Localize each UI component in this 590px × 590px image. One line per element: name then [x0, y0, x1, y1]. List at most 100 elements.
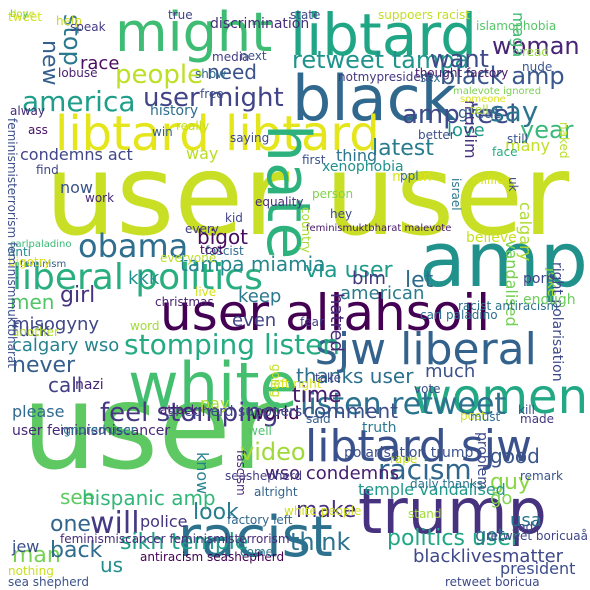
- cloud-word: tweet: [8, 10, 42, 24]
- cloud-word: libtard: [290, 1, 477, 69]
- cloud-word: equality: [255, 195, 304, 209]
- cloud-word: misogyny: [12, 314, 100, 335]
- cloud-word: good: [490, 444, 540, 468]
- cloud-word: black: [292, 62, 457, 135]
- cloud-word: uk: [506, 177, 520, 192]
- cloud-word: hatred: [326, 293, 347, 353]
- cloud-word: white: [128, 349, 298, 422]
- cloud-word: sad: [512, 520, 534, 534]
- cloud-word: alway: [10, 104, 45, 118]
- cloud-word: user: [22, 358, 280, 496]
- cloud-word: might: [115, 1, 273, 64]
- cloud-word: someone: [460, 94, 506, 105]
- cloud-word: nazi: [75, 377, 104, 393]
- cloud-word: shepherd suppoers: [168, 404, 303, 420]
- cloud-word: racist: [178, 505, 333, 570]
- cloud-word: left right: [270, 377, 322, 391]
- cloud-word: year: [520, 116, 574, 144]
- cloud-word: come: [240, 545, 274, 559]
- cloud-word: remark: [520, 469, 563, 483]
- cloud-word: via user: [305, 258, 393, 283]
- cloud-word: help: [56, 14, 82, 28]
- cloud-word: antiracism seashepherd: [140, 550, 285, 564]
- cloud-word: altright: [254, 485, 298, 499]
- cloud-word: israel: [449, 178, 463, 211]
- cloud-word: american: [340, 283, 425, 304]
- cloud-word: thanks user: [296, 364, 414, 388]
- cloud-word: media: [212, 50, 250, 64]
- cloud-word: fascist: [205, 244, 244, 258]
- cloud-word: even: [232, 310, 277, 331]
- cloud-word: word: [130, 319, 160, 333]
- cloud-word: libtard libtard: [55, 106, 380, 162]
- cloud-word: got: [475, 525, 505, 546]
- cloud-word: everyone: [160, 251, 217, 265]
- cloud-word: know: [193, 452, 212, 495]
- cloud-word: work: [85, 191, 115, 205]
- cloud-word: much: [425, 361, 476, 382]
- cloud-word: retweet boricua: [445, 575, 540, 589]
- cloud-word: face: [492, 145, 518, 159]
- cloud-word: ppl: [400, 169, 419, 183]
- cloud-word: fuck: [12, 320, 51, 341]
- cloud-word: believe: [466, 230, 517, 246]
- cloud-word: amp: [419, 215, 588, 304]
- cloud-word: great: [458, 103, 501, 122]
- cloud-word: tampa miamia: [180, 252, 326, 276]
- cloud-word: hey: [330, 207, 353, 221]
- cloud-word: vote: [414, 382, 441, 396]
- cloud-word: said: [306, 412, 331, 426]
- cloud-word: user user: [45, 131, 570, 261]
- cloud-word: anti: [8, 245, 31, 259]
- cloud-word: look: [193, 500, 239, 525]
- cloud-word: calgary wso: [12, 335, 120, 356]
- cloud-word: man: [12, 543, 61, 568]
- cloud-word: next: [240, 49, 267, 63]
- cloud-word: back: [50, 538, 103, 563]
- cloud-word: usa: [510, 510, 542, 531]
- cloud-word: go: [490, 488, 513, 509]
- cloud-word: feminismuktbharat malevote: [306, 223, 452, 234]
- cloud-word: bigotry: [8, 255, 51, 269]
- cloud-word: let: [405, 268, 434, 293]
- cloud-word: state: [290, 8, 321, 22]
- cloud-word: nude: [522, 60, 553, 74]
- cloud-word: sea shepherd: [8, 575, 89, 589]
- cloud-word: people: [115, 60, 204, 90]
- cloud-word: comment: [303, 399, 399, 423]
- cloud-word: going: [269, 364, 283, 398]
- cloud-word: bigot: [197, 225, 249, 249]
- cloud-word: call: [48, 373, 83, 397]
- cloud-word: think: [290, 528, 351, 556]
- cloud-word: need: [207, 60, 257, 84]
- cloud-word: racism: [378, 453, 472, 486]
- cloud-word: hispanic amp: [82, 486, 216, 510]
- cloud-word: black amp: [440, 62, 565, 90]
- cloud-word: better: [418, 128, 455, 142]
- cloud-word: first: [302, 153, 326, 167]
- cloud-word: lobuse: [58, 66, 98, 80]
- cloud-word: tcot: [200, 243, 224, 257]
- cloud-word: really: [176, 119, 210, 133]
- cloud-word: factory left: [227, 513, 293, 527]
- cloud-word: right polarisation: [549, 262, 565, 382]
- cloud-word: naked: [557, 122, 571, 159]
- cloud-word: feel stomping: [100, 398, 279, 428]
- cloud-word: another: [12, 325, 59, 339]
- cloud-word: new: [37, 40, 62, 86]
- cloud-word: seashepherd: [225, 469, 303, 483]
- cloud-word: racist antiracism: [458, 299, 559, 313]
- cloud-word: blacklivesmatter: [413, 546, 564, 567]
- cloud-word: must: [470, 410, 501, 424]
- cloud-word: us: [100, 553, 124, 577]
- cloud-word: fear: [300, 315, 324, 329]
- cloud-word: sex: [420, 71, 441, 85]
- cloud-word: temple vandalised: [358, 480, 506, 499]
- cloud-word: truth: [362, 420, 397, 436]
- cloud-word: world: [250, 403, 300, 424]
- cloud-word: thing: [336, 146, 378, 165]
- cloud-word: trump: [358, 475, 547, 548]
- cloud-word: women: [412, 369, 588, 425]
- cloud-word: pay: [200, 394, 230, 413]
